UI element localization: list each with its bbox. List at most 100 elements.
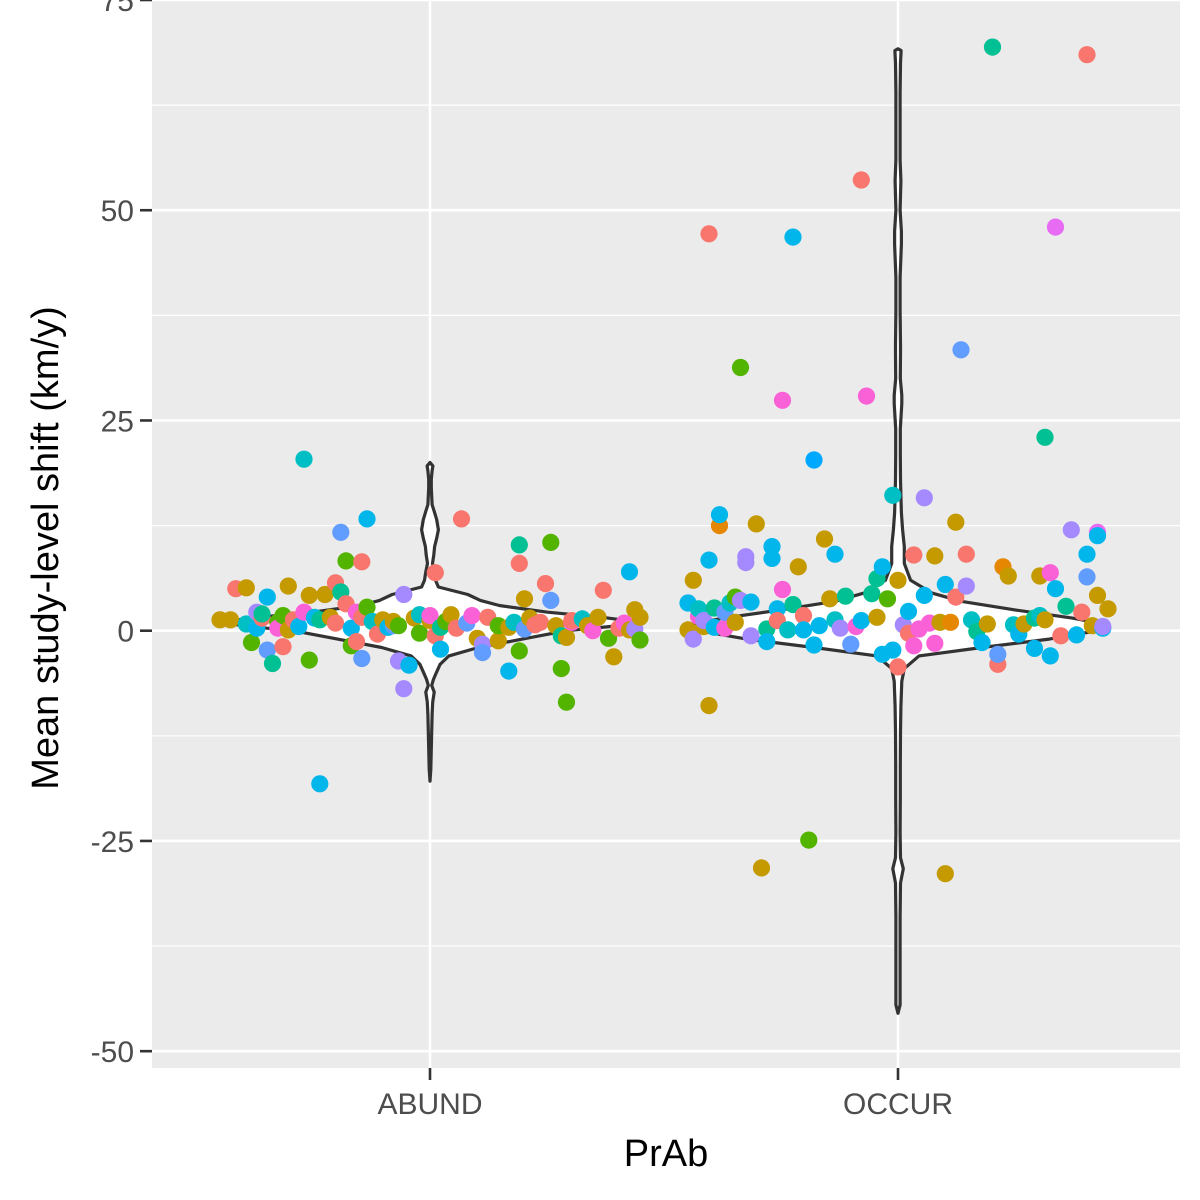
- data-point: [936, 575, 954, 594]
- data-point: [237, 579, 255, 597]
- data-point: [947, 513, 965, 531]
- x-tick-label: ABUND: [377, 1088, 482, 1121]
- data-point: [779, 621, 797, 639]
- data-point: [805, 451, 823, 469]
- data-point: [905, 637, 923, 655]
- data-point: [889, 571, 907, 589]
- data-point: [899, 602, 918, 621]
- data-point: [426, 564, 444, 582]
- data-point: [473, 644, 492, 662]
- data-point: [905, 546, 923, 564]
- data-point: [557, 628, 576, 647]
- y-tick-label: -50: [91, 1036, 134, 1069]
- data-point: [510, 554, 528, 573]
- data-point: [410, 624, 429, 642]
- x-tick-label: OCCUR: [843, 1088, 953, 1121]
- data-point: [242, 633, 261, 652]
- data-point: [873, 558, 891, 576]
- data-point: [353, 553, 371, 571]
- data-point: [1046, 218, 1065, 236]
- data-point: [863, 585, 881, 603]
- data-point: [253, 605, 271, 623]
- data-point: [852, 171, 870, 189]
- data-point: [1041, 647, 1059, 665]
- data-point: [784, 596, 802, 614]
- data-point: [800, 831, 818, 849]
- data-point: [1036, 428, 1054, 446]
- data-point: [810, 617, 828, 635]
- data-point: [1099, 600, 1117, 618]
- data-point: [316, 585, 334, 604]
- data-point: [221, 611, 240, 629]
- data-point: [989, 645, 1007, 663]
- data-point: [784, 228, 802, 246]
- data-point: [353, 649, 371, 668]
- data-point: [389, 617, 408, 635]
- data-point: [332, 523, 350, 541]
- data-point: [726, 613, 744, 631]
- data-point: [957, 545, 975, 563]
- data-point: [763, 538, 781, 556]
- data-point: [1057, 597, 1075, 615]
- data-point: [947, 588, 965, 606]
- violin-occur: [686, 47, 1110, 1015]
- data-point: [826, 545, 844, 563]
- axes: -50 -25 0 25 50 75 ABUND OCCUR: [91, 0, 953, 1121]
- data-point: [763, 549, 781, 568]
- data-point: [594, 581, 612, 599]
- data-point: [442, 606, 460, 624]
- data-point: [884, 486, 902, 504]
- data-point: [1052, 627, 1070, 645]
- data-point: [952, 341, 970, 359]
- data-point: [700, 551, 718, 569]
- data-point: [510, 536, 528, 554]
- data-point: [358, 598, 376, 616]
- data-point: [337, 552, 355, 570]
- y-tick-label: -25: [91, 826, 134, 859]
- data-point: [1025, 639, 1044, 658]
- data-point: [805, 636, 823, 654]
- data-point: [1036, 611, 1054, 629]
- data-point: [258, 588, 276, 606]
- data-point: [742, 593, 760, 611]
- data-point: [1088, 527, 1107, 545]
- data-point: [463, 607, 481, 625]
- data-point: [1062, 521, 1080, 539]
- data-point: [758, 633, 776, 651]
- data-point: [999, 567, 1017, 585]
- data-point: [400, 656, 418, 674]
- jitter-points: [211, 38, 1117, 883]
- data-point: [852, 612, 870, 630]
- data-point: [605, 648, 623, 666]
- data-point: [552, 660, 570, 678]
- data-point: [631, 631, 649, 649]
- data-point: [421, 607, 439, 625]
- data-point: [263, 654, 282, 673]
- x-axis-label: PrAb: [624, 1133, 708, 1175]
- data-point: [700, 225, 718, 243]
- data-point: [584, 622, 602, 640]
- data-point: [258, 641, 276, 659]
- data-point: [347, 633, 366, 651]
- data-point: [773, 580, 792, 599]
- data-point: [889, 658, 907, 676]
- data-point: [684, 630, 702, 648]
- data-point: [737, 554, 755, 572]
- data-point: [936, 865, 954, 883]
- data-point: [589, 608, 607, 626]
- data-point: [868, 608, 886, 626]
- data-point: [1078, 545, 1096, 563]
- data-point: [973, 633, 991, 652]
- data-point: [358, 510, 376, 528]
- data-point: [884, 641, 902, 659]
- data-point: [1041, 564, 1059, 582]
- y-tick-label: 0: [117, 616, 134, 649]
- data-point: [831, 619, 849, 637]
- data-point: [794, 621, 813, 639]
- data-point: [915, 489, 933, 507]
- data-point: [1046, 580, 1065, 598]
- data-point: [500, 662, 518, 680]
- data-point: [620, 563, 639, 581]
- data-point: [815, 530, 834, 548]
